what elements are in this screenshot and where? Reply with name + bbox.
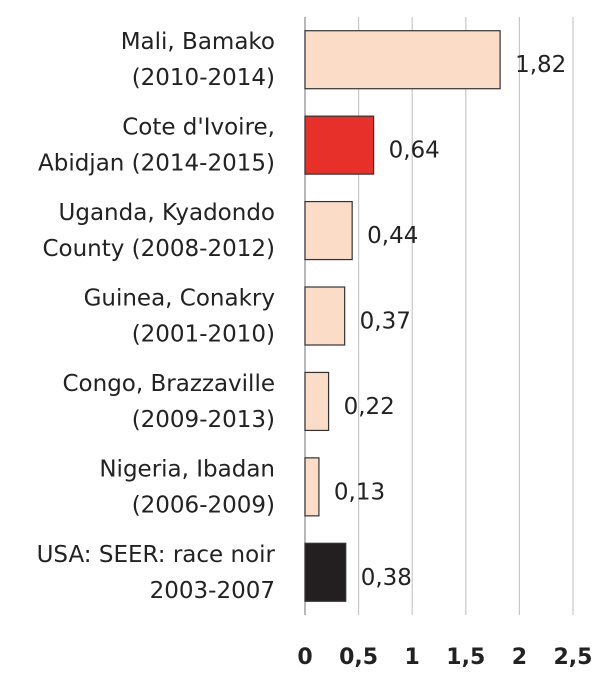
value-label: 0,44 <box>367 223 418 249</box>
category-label: USA: SEER: race noir <box>37 542 276 568</box>
category-label: Cote d'Ivoire, <box>122 115 275 141</box>
category-label: 2003-2007 <box>150 578 275 604</box>
bar <box>304 286 346 346</box>
x-tick-label: 1,5 <box>446 645 485 670</box>
bar <box>304 371 330 432</box>
category-label: (2006-2009) <box>132 492 275 518</box>
category-label: Guinea, Conakry <box>84 286 275 312</box>
category-label: (2001-2010) <box>132 322 275 348</box>
bar <box>304 115 375 175</box>
value-label: 0,37 <box>360 309 411 335</box>
bar <box>304 457 320 517</box>
category-label: Abidjan (2014-2015) <box>38 151 275 177</box>
category-label: County (2008-2012) <box>42 236 275 262</box>
category-label: Congo, Brazzaville <box>62 371 275 397</box>
x-tick-label: 0 <box>297 645 312 670</box>
value-label: 1,82 <box>515 52 566 78</box>
bar <box>304 200 353 261</box>
bar <box>304 30 501 90</box>
value-label: 0,22 <box>344 394 395 420</box>
bar <box>304 542 347 602</box>
category-label: Uganda, Kyadondo <box>59 200 275 226</box>
x-tick-label: 0,5 <box>339 645 378 670</box>
value-label: 0,38 <box>361 565 412 591</box>
x-tick-label: 1 <box>405 645 420 670</box>
x-tick-label: 2 <box>512 645 527 670</box>
category-label: (2009-2013) <box>132 407 275 433</box>
category-label: (2010-2014) <box>132 65 275 91</box>
value-label: 0,64 <box>389 138 440 164</box>
category-label: Mali, Bamako <box>121 29 275 55</box>
value-label: 0,13 <box>334 479 385 505</box>
category-label: Nigeria, Ibadan <box>99 456 275 482</box>
x-tick-label: 2,5 <box>554 645 593 670</box>
